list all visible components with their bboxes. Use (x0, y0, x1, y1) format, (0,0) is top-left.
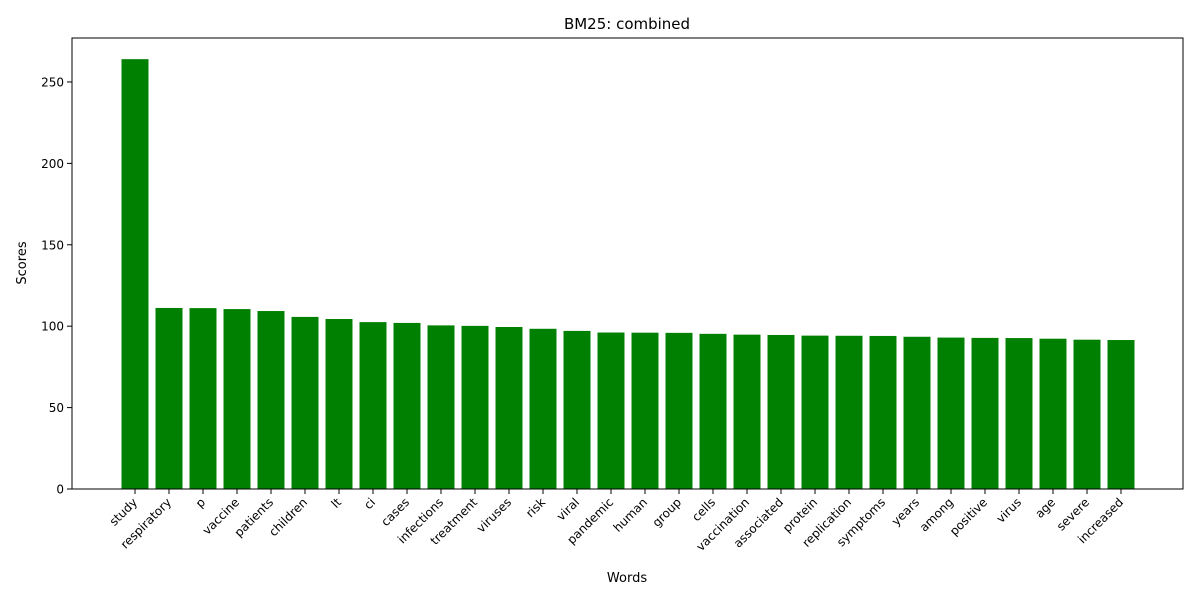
bar-viruses (495, 326, 523, 489)
y-tick-label: 200 (41, 157, 64, 171)
bar-age (1039, 338, 1067, 489)
x-tick-label: viruses (474, 495, 514, 535)
y-tick-label: 0 (56, 483, 64, 497)
x-tick-label: p (193, 495, 208, 510)
bar-risk (529, 328, 557, 489)
bar-p (189, 308, 217, 489)
x-tick-label: risk (523, 495, 548, 520)
x-tick-label: ci (361, 495, 378, 512)
bar-cases (393, 322, 421, 489)
bar-children (291, 316, 319, 489)
bar-ci (359, 322, 387, 489)
bar-symptoms (869, 335, 897, 489)
bar-vaccine (223, 309, 251, 489)
x-tick-label: virus (994, 495, 1025, 526)
bar-severe (1073, 339, 1101, 489)
bar-associated (767, 334, 795, 489)
x-tick-label: viral (554, 495, 582, 523)
bar-lt (325, 319, 353, 489)
bar-group (665, 332, 693, 489)
bar-viral (563, 330, 591, 489)
bar-cells (699, 333, 727, 489)
bar-patients (257, 311, 285, 489)
bar-years (903, 336, 931, 489)
bar-respiratory (155, 307, 183, 489)
bar-pandemic (597, 332, 625, 489)
bar-protein (801, 335, 829, 489)
x-tick-label: lt (329, 495, 345, 511)
x-tick-label: positive (947, 495, 990, 538)
bar-treatment (461, 325, 489, 489)
bar-among (937, 337, 965, 489)
bar-human (631, 332, 659, 489)
bar-virus (1005, 338, 1033, 489)
y-tick-label: 50 (49, 401, 64, 415)
y-axis-ticks: 0 50 100 150 200 250 (41, 75, 72, 497)
bars-group (121, 59, 1135, 489)
y-tick-label: 150 (41, 238, 64, 252)
y-axis-label: Scores (15, 241, 30, 284)
bar-infections (427, 325, 455, 489)
bar-vaccination (733, 334, 761, 489)
x-tick-label: group (650, 495, 685, 530)
x-tick-label: cells (689, 495, 718, 524)
plot-frame (71, 37, 1184, 490)
x-axis-label: Words (607, 571, 647, 586)
chart-title: BM25: combined (564, 15, 690, 33)
y-tick-label: 100 (41, 320, 64, 334)
x-tick-label: age (1032, 495, 1058, 521)
bar-positive (971, 337, 999, 489)
bar-replication (835, 335, 863, 489)
x-tick-label: human (611, 495, 650, 534)
bar-increased (1107, 340, 1135, 489)
y-tick-label: 250 (41, 75, 64, 89)
bar-study (121, 59, 149, 489)
